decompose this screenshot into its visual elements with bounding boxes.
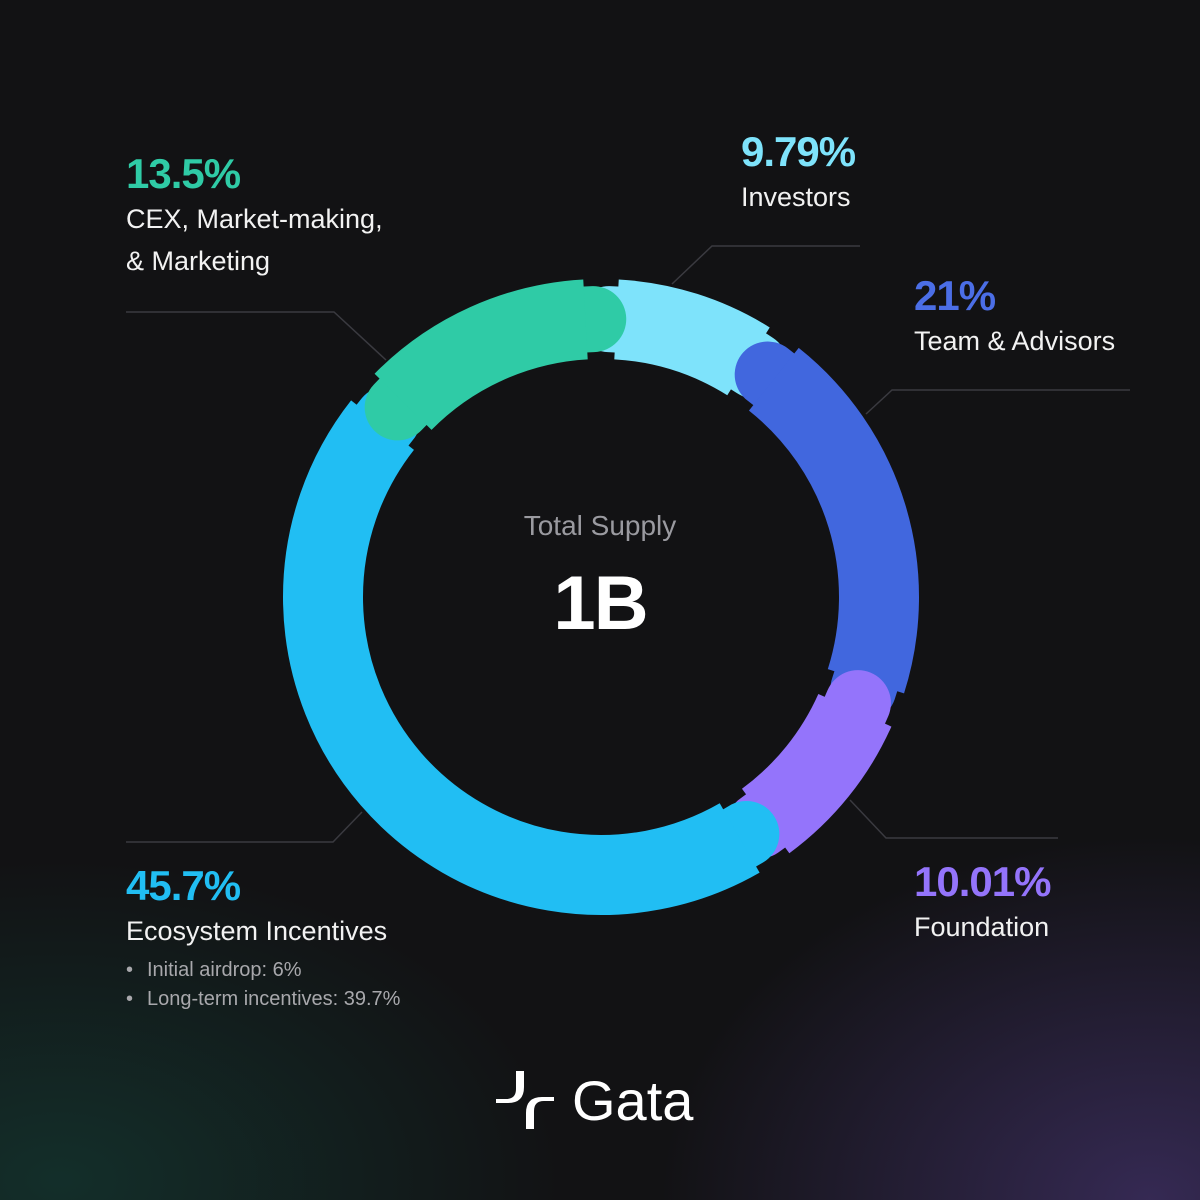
legend-team-advisors: 21% Team & Advisors	[914, 272, 1115, 362]
gata-logo-icon	[496, 1071, 554, 1129]
detail-long-term-incentives: Long-term incentives: 39.7%	[126, 985, 400, 1014]
slice-foundation-body	[741, 693, 892, 854]
slice-percent: 21%	[914, 272, 996, 319]
legend-cex-marketing: 13.5% CEX, Market-making, & Marketing	[126, 150, 383, 282]
slice-percent: 10.01%	[914, 858, 1051, 905]
legend-ecosystem-incentives: 45.7% Ecosystem Incentives Initial airdr…	[126, 862, 400, 1014]
leader-line-team-advisors	[865, 389, 1130, 415]
legend-investors: 9.79% Investors	[741, 128, 856, 218]
leader-line-investors	[671, 245, 860, 285]
leader-line-cex	[126, 311, 387, 361]
center-value: 1B	[553, 561, 648, 646]
slice-cex-marketing-body	[374, 279, 589, 431]
legend-foundation: 10.01% Foundation	[914, 858, 1051, 948]
leader-line-foundation	[849, 799, 1058, 839]
leader-line-ecosystem	[126, 811, 363, 843]
slice-name-line-1: CEX, Market-making,	[126, 204, 383, 234]
slice-percent: 13.5%	[126, 150, 241, 197]
slice-percent: 9.79%	[741, 128, 856, 175]
slice-name: Team & Advisors	[914, 326, 1116, 356]
slice-name: Investors	[741, 182, 851, 212]
slice-investors-body	[613, 279, 770, 396]
slice-team-advisors-body	[748, 347, 919, 694]
center-label: Total Supply	[523, 510, 677, 541]
slice-name: Foundation	[914, 912, 1050, 942]
brand-name: Gata	[572, 1068, 694, 1132]
slice-name-line-2: & Marketing	[126, 246, 271, 276]
detail-initial-airdrop: Initial airdrop: 6%	[126, 956, 400, 985]
brand-logo: Gata	[494, 1068, 693, 1132]
slice-name: Ecosystem Incentives	[126, 916, 388, 946]
slice-details: Initial airdrop: 6% Long-term incentives…	[126, 956, 400, 1014]
slice-percent: 45.7%	[126, 862, 241, 909]
slice-ecosystem-incentives-body	[283, 400, 760, 915]
